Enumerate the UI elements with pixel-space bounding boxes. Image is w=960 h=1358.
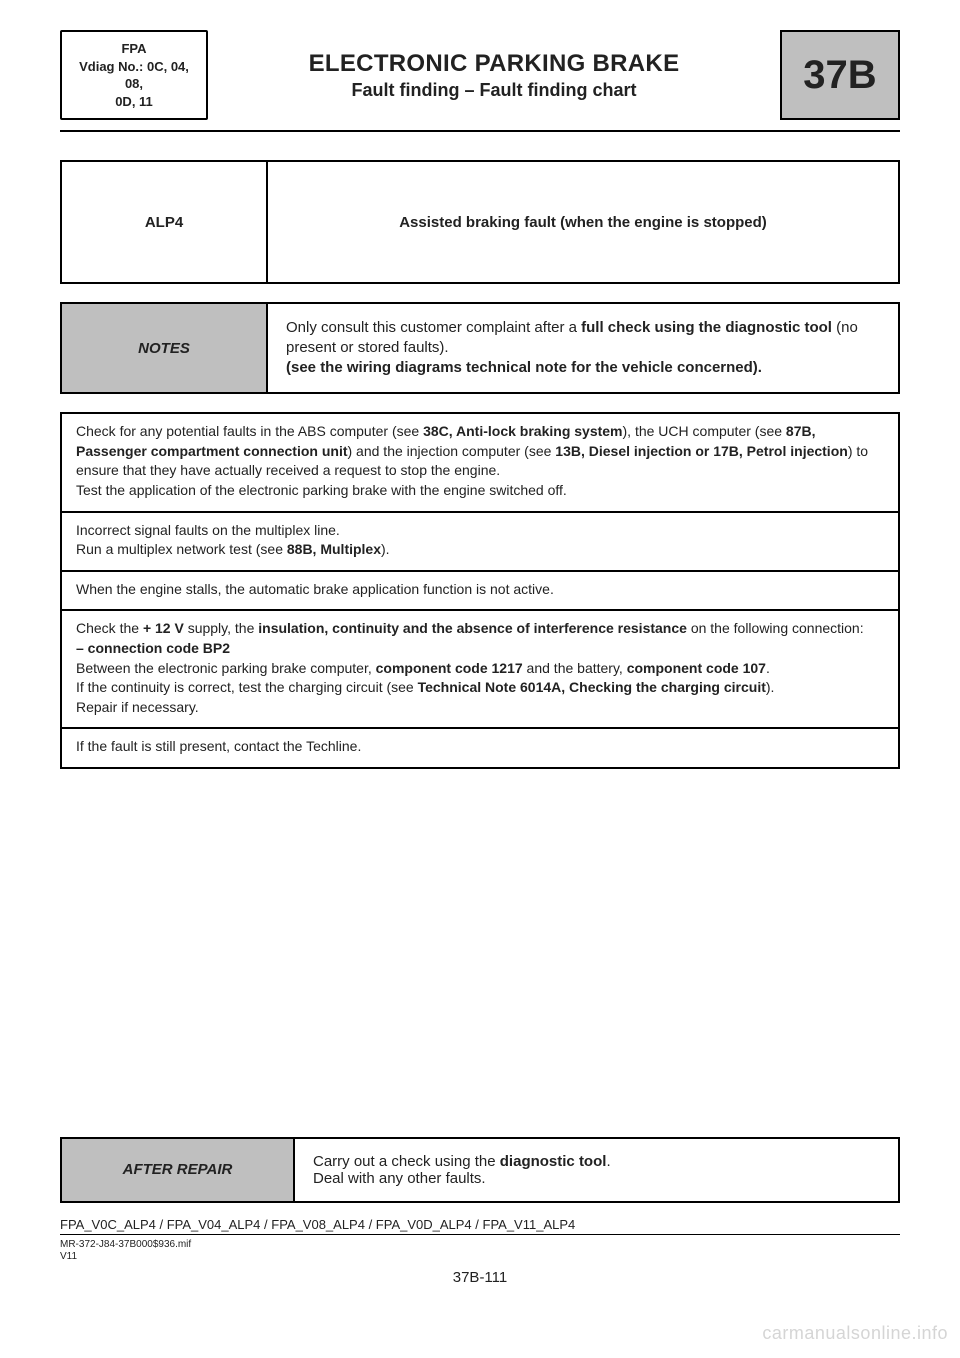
spacer	[60, 787, 900, 1137]
after-text: .	[606, 1153, 610, 1170]
table-row: When the engine stalls, the automatic br…	[61, 571, 899, 611]
alp-table: ALP4 Assisted braking fault (when the en…	[60, 160, 900, 284]
step-text: supply, the	[184, 620, 258, 636]
notes-table: NOTES Only consult this customer complai…	[60, 302, 900, 394]
after-repair-body: Carry out a check using the diagnostic t…	[294, 1138, 899, 1202]
step-text: ).	[381, 541, 390, 557]
step-text: Test the application of the electronic p…	[76, 482, 567, 498]
table-row: Incorrect signal faults on the multiplex…	[61, 512, 899, 571]
doc-subtitle: Fault finding – Fault finding chart	[220, 80, 768, 101]
footer-rule	[60, 1234, 900, 1235]
table-row: If the fault is still present, contact t…	[61, 728, 899, 768]
step-3: When the engine stalls, the automatic br…	[61, 571, 899, 611]
table-row: NOTES Only consult this customer complai…	[61, 303, 899, 393]
step-text: and the battery,	[523, 660, 627, 676]
footer-codes: FPA_V0C_ALP4 / FPA_V04_ALP4 / FPA_V08_AL…	[60, 1217, 900, 1232]
step-bold: 13B, Diesel injection or 17B, Petrol inj…	[555, 443, 848, 459]
step-bold: + 12 V	[143, 620, 184, 636]
notes-body-cell: Only consult this customer complaint aft…	[267, 303, 899, 393]
alp-description: Assisted braking fault (when the engine …	[399, 214, 767, 231]
step-bullet: – connection code BP2	[76, 640, 230, 656]
step-text: Check the	[76, 620, 143, 636]
step-text: Repair if necessary.	[76, 699, 199, 715]
notes-bold-1: full check using the diagnostic tool	[581, 319, 832, 336]
page: FPAVdiag No.: 0C, 04, 08,0D, 11 ELECTRON…	[0, 0, 960, 1358]
header-rule	[60, 130, 900, 132]
step-bold: component code 107	[627, 660, 766, 676]
after-text: Deal with any other faults.	[313, 1170, 486, 1187]
step-text: on the following connection:	[687, 620, 864, 636]
step-bold: insulation, continuity and the absence o…	[258, 620, 687, 636]
step-1: Check for any potential faults in the AB…	[61, 413, 899, 511]
table-row: Check the + 12 V supply, the insulation,…	[61, 610, 899, 728]
after-repair-table: AFTER REPAIR Carry out a check using the…	[60, 1137, 900, 1203]
step-text: .	[766, 660, 770, 676]
footer-ref: MR-372-J84-37B000$936.mif	[60, 1239, 900, 1251]
notes-bold-2: (see the wiring diagrams technical note …	[286, 359, 762, 376]
page-number: 37B-111	[60, 1269, 900, 1286]
step-bold: component code 1217	[376, 660, 523, 676]
step-bold: Technical Note 6014A, Checking the charg…	[418, 679, 766, 695]
step-2: Incorrect signal faults on the multiplex…	[61, 512, 899, 571]
step-text: ).	[766, 679, 775, 695]
notes-label-cell: NOTES	[61, 303, 267, 393]
table-row: ALP4 Assisted braking fault (when the en…	[61, 161, 899, 283]
step-text: Incorrect signal faults on the multiplex…	[76, 522, 340, 538]
step-text: If the continuity is correct, test the c…	[76, 679, 418, 695]
step-5: If the fault is still present, contact t…	[61, 728, 899, 768]
section-code: 37B	[803, 53, 876, 98]
step-text: ), the UCH computer (see	[623, 423, 786, 439]
step-4: Check the + 12 V supply, the insulation,…	[61, 610, 899, 728]
alp-code: ALP4	[145, 214, 183, 231]
after-bold: diagnostic tool	[500, 1153, 607, 1170]
notes-text-1: Only consult this customer complaint aft…	[286, 319, 581, 336]
step-text: Run a multiplex network test (see	[76, 541, 287, 557]
table-row: AFTER REPAIR Carry out a check using the…	[61, 1138, 899, 1202]
section-code-box: 37B	[780, 30, 900, 120]
step-text: ) and the injection computer (see	[348, 443, 556, 459]
step-text: When the engine stalls, the automatic br…	[76, 581, 554, 597]
step-bold: 38C, Anti-lock braking system	[423, 423, 622, 439]
watermark: carmanualsonline.info	[762, 1323, 948, 1344]
step-text: If the fault is still present, contact t…	[76, 738, 361, 754]
table-row: Check for any potential faults in the AB…	[61, 413, 899, 511]
header-left-text: FPAVdiag No.: 0C, 04, 08,0D, 11	[70, 40, 198, 110]
step-bold: 88B, Multiplex	[287, 541, 381, 557]
alp-desc-cell: Assisted braking fault (when the engine …	[267, 161, 899, 283]
step-text: Between the electronic parking brake com…	[76, 660, 376, 676]
header-left-box: FPAVdiag No.: 0C, 04, 08,0D, 11	[60, 30, 208, 120]
footer-ver: V11	[60, 1251, 900, 1263]
after-text: Carry out a check using the	[313, 1153, 500, 1170]
alp-code-cell: ALP4	[61, 161, 267, 283]
doc-title: ELECTRONIC PARKING BRAKE	[220, 50, 768, 78]
steps-table: Check for any potential faults in the AB…	[60, 412, 900, 769]
step-text: Check for any potential faults in the AB…	[76, 423, 423, 439]
header-row: FPAVdiag No.: 0C, 04, 08,0D, 11 ELECTRON…	[60, 30, 900, 120]
notes-label: NOTES	[138, 340, 190, 357]
after-repair-label-cell: AFTER REPAIR	[61, 1138, 294, 1202]
header-center: ELECTRONIC PARKING BRAKE Fault finding –…	[220, 30, 768, 120]
after-repair-label: AFTER REPAIR	[123, 1161, 233, 1178]
